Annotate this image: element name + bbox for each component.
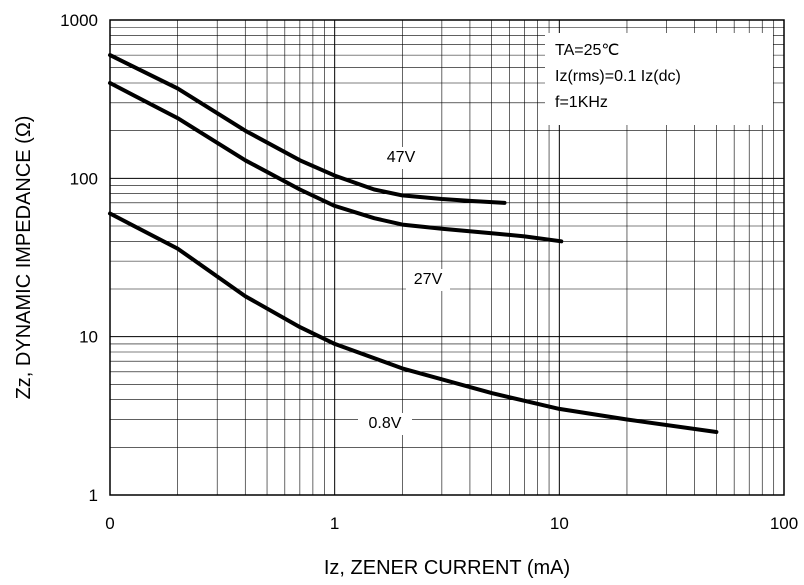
y-tick-labels: 1 10 100 1000 bbox=[60, 11, 98, 505]
conditions-background bbox=[545, 33, 773, 125]
y-tick-label: 1 bbox=[89, 486, 98, 505]
y-tick-label: 1000 bbox=[60, 11, 98, 30]
condition-temperature: TA=25℃ bbox=[555, 42, 619, 59]
series-label-bg bbox=[379, 147, 423, 169]
series-label-group: 47V 27V 0.8V bbox=[358, 147, 450, 435]
x-tick-label: 10 bbox=[550, 514, 569, 533]
x-axis-title: Iz, ZENER CURRENT (mA) bbox=[324, 557, 570, 579]
x-tick-labels: 0 1 10 100 bbox=[105, 514, 798, 533]
y-axis-title: Zz, DYNAMIC IMPEDANCE (Ω) bbox=[13, 116, 35, 400]
series-label-47V: 47V bbox=[387, 149, 416, 166]
conditions-box: TA=25℃ Iz(rms)=0.1 Iz(dc) f=1KHz bbox=[545, 33, 773, 125]
series-label-27V: 27V bbox=[414, 271, 443, 288]
series-label-0-8V: 0.8V bbox=[369, 415, 402, 432]
series-line-47V bbox=[108, 53, 507, 205]
x-tick-label: 0 bbox=[105, 514, 114, 533]
condition-current: Iz(rms)=0.1 Iz(dc) bbox=[555, 68, 681, 85]
x-tick-label: 1 bbox=[330, 514, 339, 533]
y-tick-label: 100 bbox=[70, 169, 98, 188]
series-label-bg bbox=[358, 413, 412, 435]
y-tick-label: 10 bbox=[79, 328, 98, 347]
x-tick-label: 100 bbox=[770, 514, 798, 533]
condition-frequency: f=1KHz bbox=[555, 94, 608, 111]
series-line-27V bbox=[108, 81, 564, 244]
plot-frame bbox=[109, 19, 785, 496]
series-label-bg bbox=[406, 269, 450, 291]
series-line-0-8V bbox=[108, 211, 719, 434]
series-lines bbox=[108, 53, 719, 434]
